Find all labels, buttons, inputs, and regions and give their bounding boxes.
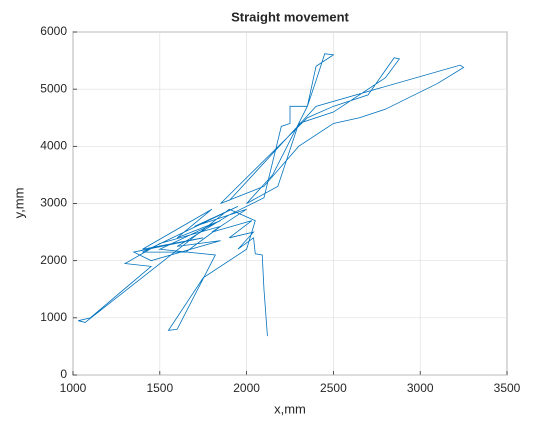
chart-title: Straight movement xyxy=(231,9,349,24)
y-tick-label: 0 xyxy=(60,367,67,381)
data-line xyxy=(78,53,465,337)
x-tick-label: 2000 xyxy=(233,381,260,395)
y-axis-label: y,mm xyxy=(11,188,26,219)
x-axis-label: x,mm xyxy=(274,401,306,416)
y-tick-label: 6000 xyxy=(40,24,67,38)
y-tick-label: 1000 xyxy=(40,310,67,324)
x-tick-label: 2500 xyxy=(320,381,347,395)
x-tick-label: 1000 xyxy=(60,381,87,395)
y-tick-label: 3000 xyxy=(40,196,67,210)
y-tick-label: 5000 xyxy=(40,81,67,95)
x-tick-label: 1500 xyxy=(146,381,173,395)
x-tick-label: 3500 xyxy=(494,381,521,395)
y-tick-label: 4000 xyxy=(40,139,67,153)
y-tick-label: 2000 xyxy=(40,253,67,267)
x-tick-label: 3000 xyxy=(407,381,434,395)
